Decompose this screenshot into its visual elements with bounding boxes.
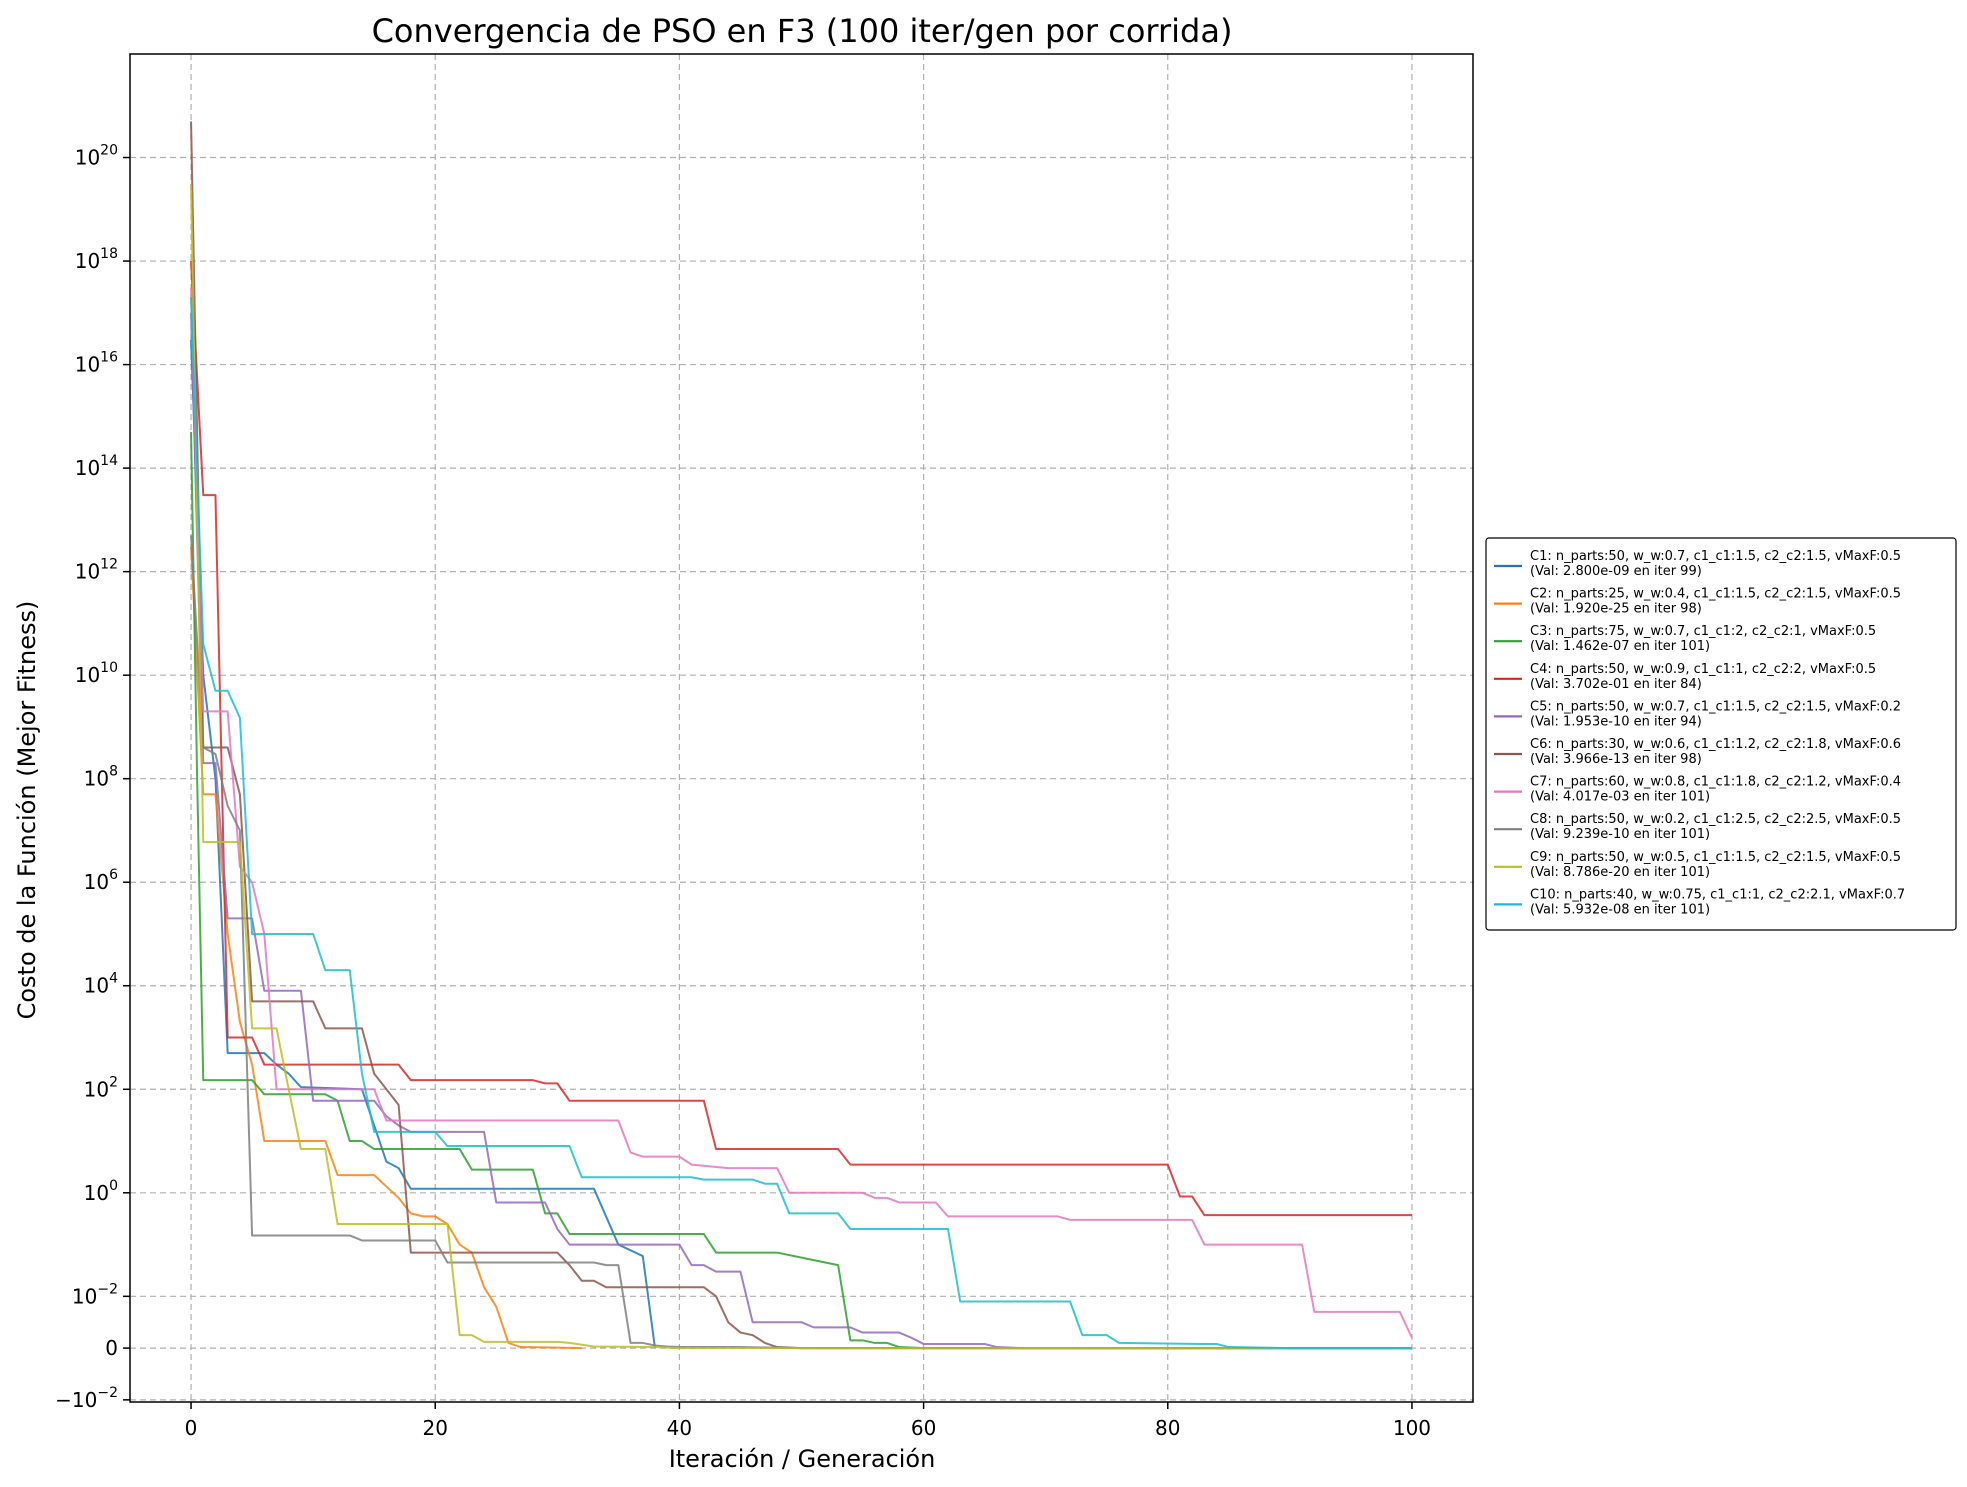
legend-value-c7: (Val: 4.017e-03 en iter 101)	[1530, 790, 1710, 805]
series-line-c5	[190, 312, 1412, 1350]
legend-label-c1: C1: n_parts:50, w_w:0.7, c1_c1:1.5, c2_c…	[1530, 549, 1901, 564]
y-tick-label: 100	[84, 1178, 118, 1205]
y-tick-label: 10−2	[72, 1281, 118, 1308]
legend-label-c6: C6: n_parts:30, w_w:0.6, c1_c1:1.2, c2_c…	[1530, 737, 1901, 752]
y-tick-label: 108	[84, 764, 118, 791]
series-line-c6	[190, 121, 1412, 1350]
legend-label-c4: C4: n_parts:50, w_w:0.9, c1_c1:1, c2_c2:…	[1530, 662, 1876, 677]
y-tick-label: 104	[84, 971, 118, 998]
x-tick-label: 80	[1155, 1416, 1180, 1440]
series-line-c4	[190, 260, 1412, 1217]
x-tick-label: 0	[185, 1416, 198, 1440]
series-line-c1	[190, 339, 656, 1349]
legend-frame	[1485, 537, 1957, 931]
legend-value-c10: (Val: 5.932e-08 en iter 101)	[1530, 902, 1710, 917]
legend-value-c5: (Val: 1.953e-10 en iter 94)	[1530, 714, 1702, 729]
legend-label-c9: C9: n_parts:50, w_w:0.5, c1_c1:1.5, c2_c…	[1530, 850, 1901, 865]
legend-value-c8: (Val: 9.239e-10 en iter 101)	[1530, 827, 1710, 842]
legend-value-c2: (Val: 1.920e-25 en iter 98)	[1530, 602, 1702, 617]
x-tick-label: 20	[423, 1416, 448, 1440]
legend-label-c8: C8: n_parts:50, w_w:0.2, c1_c1:2.5, c2_c…	[1530, 812, 1901, 827]
y-tick-label: 1012	[75, 557, 118, 584]
legend-label-c5: C5: n_parts:50, w_w:0.7, c1_c1:1.5, c2_c…	[1530, 699, 1901, 714]
x-tick-label: 100	[1393, 1416, 1431, 1440]
y-tick-label: 1018	[75, 246, 118, 273]
legend-label-c10: C10: n_parts:40, w_w:0.75, c1_c1:1, c2_c…	[1530, 887, 1905, 902]
y-tick-label: 1020	[75, 143, 118, 170]
legend-value-c6: (Val: 3.966e-13 en iter 98)	[1530, 752, 1702, 767]
series-line-c8	[190, 535, 1412, 1350]
x-tick-label: 60	[911, 1416, 936, 1440]
y-tick-label: 106	[84, 867, 118, 894]
y-tick-label: 0	[105, 1336, 118, 1360]
series-line-c9	[190, 184, 1412, 1350]
y-tick-label: 1016	[75, 350, 118, 377]
y-axis: −10−2 0 10−2 100 102 104 106 108 1010 1012 1014 101…	[55, 143, 130, 1412]
legend-value-c1: (Val: 2.800e-09 en iter 99)	[1530, 564, 1702, 579]
y-tick-label: −10−2	[55, 1385, 118, 1412]
chart-title: Convergencia de PSO en F3 (100 iter/gen …	[372, 12, 1233, 50]
y-axis-title: Costo de la Función (Mejor Fitness)	[13, 601, 41, 1020]
y-tick-label: 1010	[75, 660, 118, 687]
legend-label-c7: C7: n_parts:60, w_w:0.8, c1_c1:1.8, c2_c…	[1530, 775, 1901, 790]
legend-value-c9: (Val: 8.786e-20 en iter 101)	[1530, 865, 1710, 880]
series-line-c3	[190, 431, 1412, 1350]
y-tick-label: 102	[84, 1074, 118, 1101]
series-line-c7	[190, 288, 1413, 1339]
x-axis-title: Iteración / Generación	[669, 1445, 936, 1473]
series-line-c10	[190, 297, 1412, 1350]
plot-area-frame	[129, 53, 1474, 1403]
legend-label-c2: C2: n_parts:25, w_w:0.4, c1_c1:1.5, c2_c…	[1530, 587, 1901, 602]
grid-layer	[130, 54, 1473, 1402]
legend-label-c3: C3: n_parts:75, w_w:0.7, c1_c1:2, c2_c2:…	[1530, 624, 1876, 639]
series-layer	[190, 121, 1413, 1350]
x-axis: 0 20 40 60 80 100	[185, 1402, 1431, 1440]
x-tick-label: 40	[667, 1416, 692, 1440]
legend-value-c4: (Val: 3.702e-01 en iter 84)	[1530, 677, 1702, 692]
legend-value-c3: (Val: 1.462e-07 en iter 101)	[1530, 639, 1710, 654]
legend: C1: n_parts:50, w_w:0.7, c1_c1:1.5, c2_c…	[1485, 537, 1957, 931]
series-line-c2	[190, 546, 582, 1350]
y-tick-label: 1014	[75, 453, 118, 480]
